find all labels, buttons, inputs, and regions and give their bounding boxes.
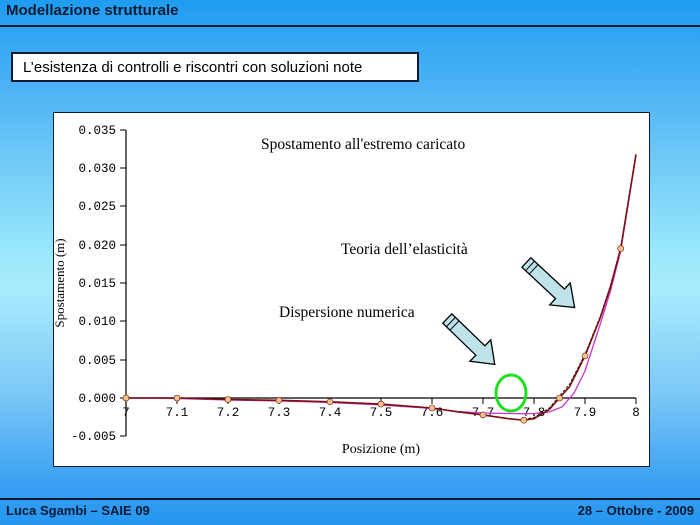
svg-text:7.3: 7.3 <box>268 406 291 420</box>
svg-text:7: 7 <box>122 406 130 420</box>
svg-text:Spostamento all'estremo carica: Spostamento all'estremo caricato <box>261 136 465 153</box>
svg-text:0.035: 0.035 <box>78 124 116 138</box>
svg-text:Dispersione numerica: Dispersione numerica <box>279 304 415 321</box>
svg-text:0.005: 0.005 <box>78 354 116 368</box>
svg-text:Spostamento (m): Spostamento (m) <box>54 238 67 327</box>
svg-text:7.9: 7.9 <box>574 406 597 420</box>
svg-text:8: 8 <box>632 406 640 420</box>
svg-text:0.020: 0.020 <box>78 239 116 253</box>
svg-text:0.030: 0.030 <box>78 162 116 176</box>
svg-text:-0.005: -0.005 <box>71 430 116 444</box>
svg-text:7.1: 7.1 <box>166 406 189 420</box>
svg-text:7.2: 7.2 <box>217 406 240 420</box>
svg-text:0.015: 0.015 <box>78 277 116 291</box>
svg-text:0.000: 0.000 <box>78 392 116 406</box>
svg-text:0.010: 0.010 <box>78 315 116 329</box>
svg-text:Posizione (m): Posizione (m) <box>342 442 420 457</box>
svg-text:0.025: 0.025 <box>78 200 116 214</box>
svg-text:7.4: 7.4 <box>319 406 342 420</box>
svg-text:7.5: 7.5 <box>370 406 393 420</box>
svg-text:Teoria dell’elasticità: Teoria dell’elasticità <box>341 241 468 258</box>
